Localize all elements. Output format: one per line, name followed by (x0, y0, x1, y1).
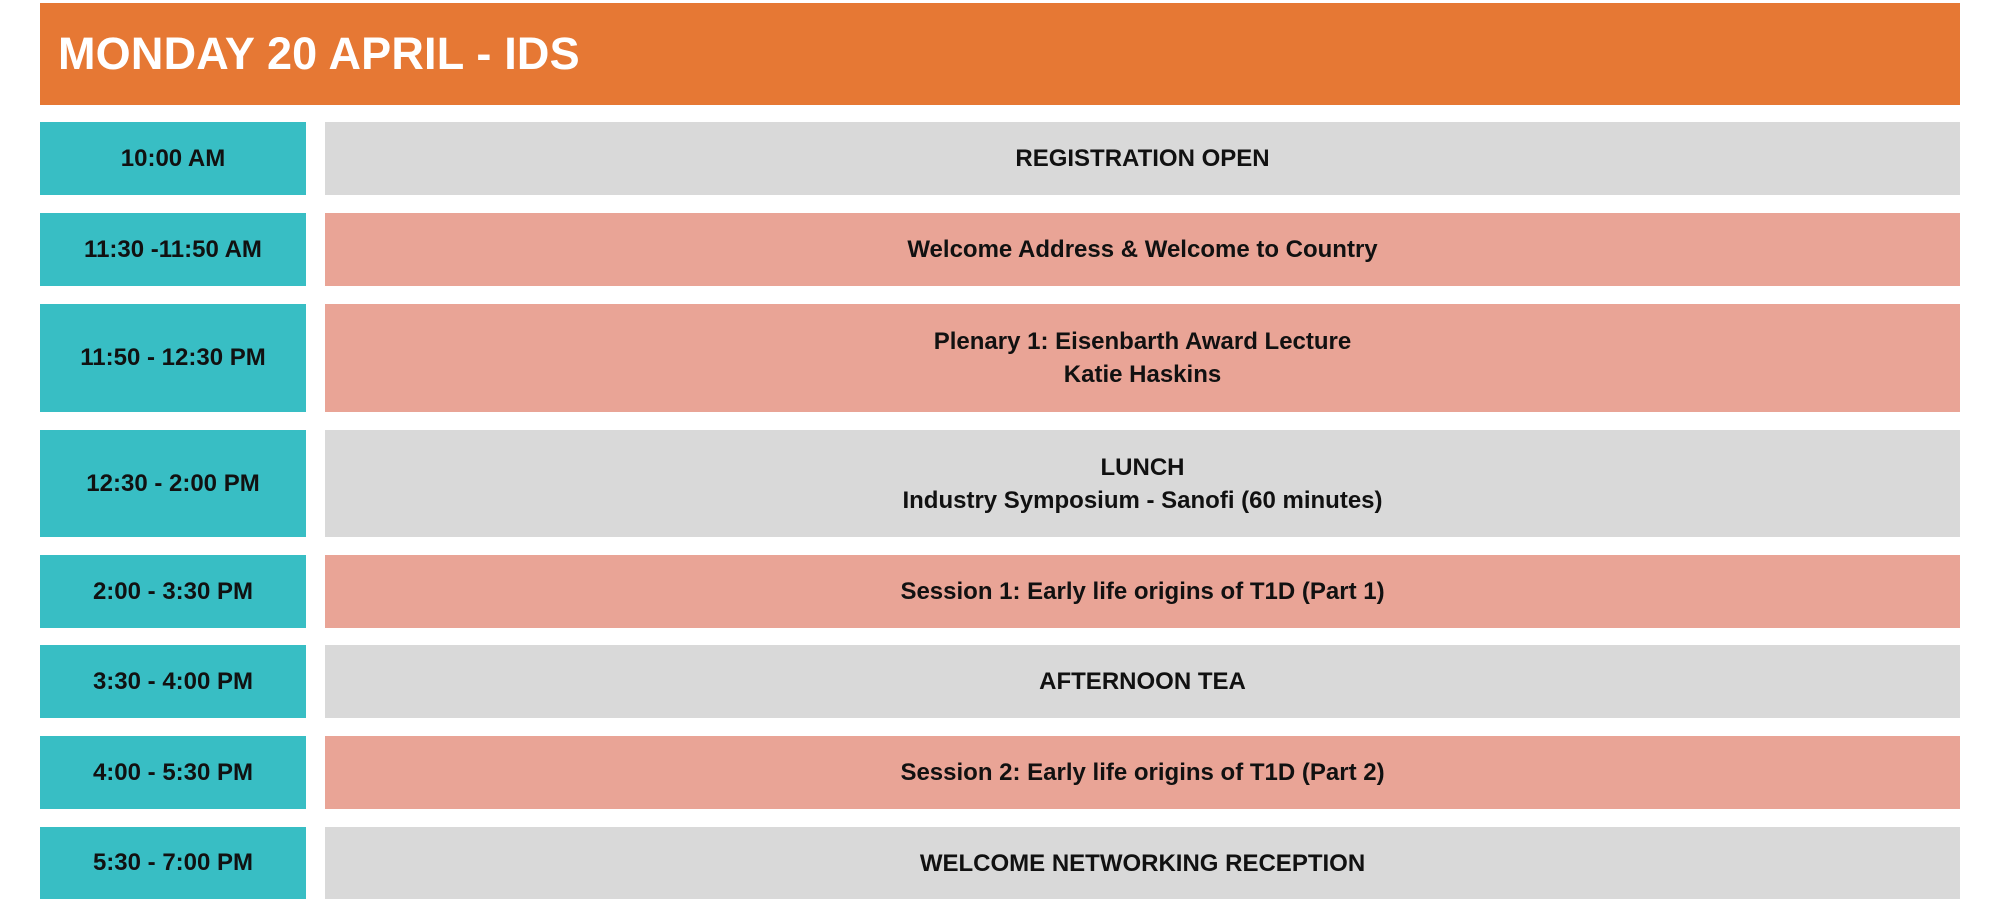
schedule-row: 11:30 -11:50 AM Welcome Address & Welcom… (40, 213, 1960, 286)
event-title: Session 2: Early life origins of T1D (Pa… (900, 759, 1385, 786)
time-slot: 11:50 - 12:30 PM (40, 304, 306, 412)
schedule-row: 3:30 - 4:00 PM AFTERNOON TEA (40, 645, 1960, 718)
event-title: Session 1: Early life origins of T1D (Pa… (900, 578, 1385, 605)
time-slot: 4:00 - 5:30 PM (40, 736, 306, 809)
schedule-row: 10:00 AM REGISTRATION OPEN (40, 122, 1960, 195)
time-slot: 10:00 AM (40, 122, 306, 195)
event-title: AFTERNOON TEA (1039, 668, 1246, 695)
schedule-row: 2:00 - 3:30 PM Session 1: Early life ori… (40, 555, 1960, 628)
event-title: Plenary 1: Eisenbarth Award Lecture (933, 328, 1352, 355)
schedule-row: 5:30 - 7:00 PM WELCOME NETWORKING RECEPT… (40, 827, 1960, 899)
event-subtitle: Industry Symposium - Sanofi (60 minutes) (902, 486, 1383, 514)
time-slot: 2:00 - 3:30 PM (40, 555, 306, 628)
event-cell: REGISTRATION OPEN (325, 122, 1960, 195)
event-cell: Welcome Address & Welcome to Country (325, 213, 1960, 286)
event-cell: Plenary 1: Eisenbarth Award Lecture Katie… (325, 304, 1960, 412)
time-slot: 3:30 - 4:00 PM (40, 645, 306, 718)
time-slot: 12:30 - 2:00 PM (40, 430, 306, 537)
schedule-row: 12:30 - 2:00 PM LUNCH Industry Symposium … (40, 430, 1960, 537)
event-speaker: Katie Haskins (1063, 361, 1222, 388)
time-slot: 5:30 - 7:00 PM (40, 827, 306, 899)
event-cell: LUNCH Industry Symposium - Sanofi (60 min… (325, 430, 1960, 537)
event-title: Welcome Address & Welcome to Country (907, 236, 1378, 263)
event-cell: Session 1: Early life origins of T1D (Pa… (325, 555, 1960, 628)
event-cell: Session 2: Early life origins of T1D (Pa… (325, 736, 1960, 809)
day-header: MONDAY 20 APRIL - IDS (40, 3, 1960, 105)
page-title: MONDAY 20 APRIL - IDS (58, 28, 580, 79)
event-cell: AFTERNOON TEA (325, 645, 1960, 718)
schedule-row: 4:00 - 5:30 PM Session 2: Early life ori… (40, 736, 1960, 809)
event-title: WELCOME NETWORKING RECEPTION (919, 849, 1366, 877)
event-cell: WELCOME NETWORKING RECEPTION (325, 827, 1960, 899)
schedule-row: 11:50 - 12:30 PM Plenary 1: Eisenbarth A… (40, 304, 1960, 412)
time-slot: 11:30 -11:50 AM (40, 213, 306, 286)
event-title: LUNCH (1100, 453, 1185, 481)
event-title: REGISTRATION OPEN (1015, 145, 1270, 172)
